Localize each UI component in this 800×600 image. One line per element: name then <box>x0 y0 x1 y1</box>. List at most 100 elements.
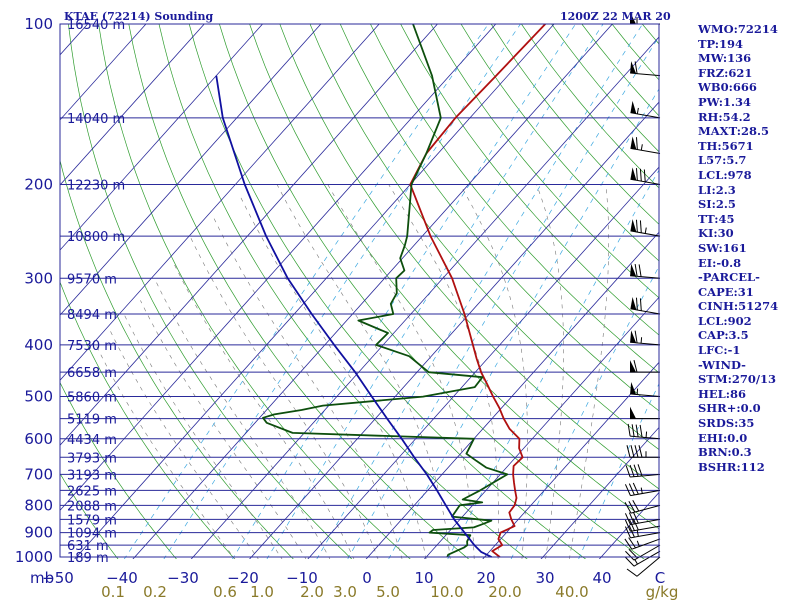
index-line: BSHR:112 <box>698 459 765 474</box>
wind-barb <box>626 445 660 458</box>
wind-barb-staff <box>630 393 661 398</box>
wind-barb-staff <box>630 489 661 497</box>
wind-barb-feather <box>625 550 635 561</box>
wind-barb-staff <box>630 112 661 119</box>
isotherm <box>365 231 659 559</box>
wind-barb-half-feather <box>640 487 643 494</box>
height-label: 6658 m <box>67 366 117 381</box>
wind-barb-staff <box>633 544 661 561</box>
wind-barb-flag <box>630 263 637 277</box>
index-line: EI:-0.8 <box>698 255 742 270</box>
wind-barb <box>630 381 661 398</box>
moist-adiabat <box>569 184 610 559</box>
dry-adiabat <box>158 24 528 559</box>
mixing-ratio-tick-label: 5.0 <box>376 583 400 600</box>
wind-barb <box>630 136 661 155</box>
wind-barb-half-feather <box>636 107 639 114</box>
wind-barb-feather <box>635 219 638 233</box>
index-line: CINH:51274 <box>698 299 779 314</box>
pressure-label: 500 <box>24 388 53 406</box>
mixing-ratio-line <box>231 24 576 559</box>
dry-adiabat <box>400 24 659 336</box>
wind-barb-half-feather <box>645 431 648 438</box>
mixing-ratio-line <box>510 265 659 559</box>
wind-barb-feather <box>624 484 631 496</box>
chart-time: 1200Z 22 MAR 20 <box>560 10 671 23</box>
index-line: SI:2.5 <box>698 197 736 212</box>
pressure-label: 900 <box>24 524 53 542</box>
height-label: 14040 m <box>67 112 125 127</box>
height-label: 4434 m <box>67 433 117 448</box>
pressure-label: 700 <box>24 465 53 483</box>
y-axis-label: mb <box>30 569 54 587</box>
wind-barb <box>626 556 661 577</box>
pressure-label: 1000 <box>15 548 53 566</box>
moist-adiabat <box>108 326 259 559</box>
isotherm <box>60 24 205 186</box>
wind-barb-feather <box>626 445 631 458</box>
trace-layer <box>215 24 546 558</box>
isotherm <box>74 24 555 559</box>
pressure-label: 100 <box>24 15 53 33</box>
wind-barb-half-feather <box>640 337 643 344</box>
moist-adiabat <box>189 235 379 559</box>
moist-adiabat <box>327 184 475 559</box>
wind-barb-feather <box>638 264 642 277</box>
dry-adiabat <box>68 24 353 559</box>
height-label: 3793 m <box>67 451 117 466</box>
dry-adiabat <box>460 24 659 262</box>
index-line: TH:5671 <box>698 138 754 153</box>
wind-barb-feather <box>630 445 635 458</box>
wind-barb-feather <box>633 360 638 373</box>
wind-barb <box>624 511 661 526</box>
height-label: 7530 m <box>67 339 117 354</box>
wind-barb-feather <box>624 526 631 539</box>
wind-barb-feather <box>639 168 642 182</box>
wind-barb-staff <box>636 556 661 577</box>
wind-barb-half-feather <box>640 144 643 151</box>
wind-barb-staff <box>630 532 661 539</box>
height-label: 8494 m <box>67 308 117 323</box>
wind-barb-feather <box>635 297 638 311</box>
wind-barb-feather <box>628 483 635 496</box>
index-line: CAPE:31 <box>698 284 754 299</box>
temperature-tick-label: −20 <box>227 569 259 587</box>
temperature-tick-label: −40 <box>106 569 138 587</box>
wind-barb-feather <box>633 464 639 477</box>
dry-adiabat <box>339 24 659 412</box>
moist-adiabat <box>459 184 528 559</box>
isotherm <box>60 24 497 511</box>
wind-barb-feather <box>628 537 636 549</box>
mixing-ratio-line <box>578 383 659 559</box>
wind-barb <box>624 499 661 514</box>
index-line: -WIND- <box>698 357 746 372</box>
moist-adiabat <box>536 184 564 559</box>
wind-barb-feather <box>632 518 639 531</box>
wind-barb-staff <box>630 525 661 532</box>
wind-barb-staff <box>630 435 661 440</box>
temperature-tick-label: 30 <box>535 569 554 587</box>
wind-barb-feather <box>639 298 642 311</box>
height-label: 189 m <box>67 551 109 566</box>
pressure-label: 400 <box>24 336 53 354</box>
mixing-ratio-line <box>388 88 659 559</box>
mixing-ratio-tick-label: 20.0 <box>488 583 521 600</box>
wind-barb-half-feather <box>644 227 647 234</box>
wind-barb-feather <box>634 264 638 277</box>
wind-barb <box>624 518 661 532</box>
wind-barb-feather <box>624 538 633 550</box>
index-line: WMO:72214 <box>698 22 778 36</box>
isotherm <box>423 296 659 559</box>
mixing-ratio-tick-label: 0.1 <box>101 583 125 600</box>
index-line: TP:194 <box>698 36 744 51</box>
wind-barb <box>630 61 661 77</box>
wind-barb-staff <box>630 147 661 155</box>
wind-barb-feather <box>626 568 638 577</box>
wind-barb-feather <box>628 519 635 531</box>
wind-barb <box>630 167 661 185</box>
height-label: 2088 m <box>67 499 117 514</box>
wind-barb-flag <box>630 12 636 24</box>
pressure-label: 800 <box>24 496 53 514</box>
index-line: MAXT:28.5 <box>698 124 769 139</box>
wind-barb-half-feather <box>636 540 640 547</box>
